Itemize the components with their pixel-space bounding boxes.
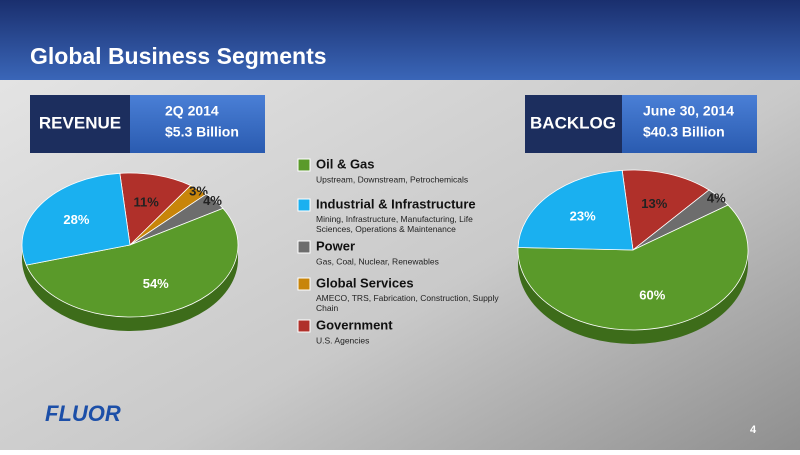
pie-slice — [517, 169, 634, 251]
amount: $5.3 Billion — [165, 124, 239, 140]
legend-description: Mining, Infrastructure, Manufacturing, L… — [316, 214, 473, 234]
pie-label: BACKLOG — [530, 113, 616, 132]
pie-slice — [119, 172, 192, 246]
label-box — [30, 95, 130, 153]
legend-swatch — [297, 277, 311, 291]
data-label: 4% — [707, 190, 726, 205]
legend-swatch — [297, 319, 311, 333]
data-label: 54% — [143, 276, 169, 291]
title: Global Business Segments — [30, 43, 327, 69]
pie-side — [518, 250, 748, 344]
value-box — [130, 95, 265, 153]
label-box — [525, 95, 622, 153]
period: 2Q 2014 — [165, 103, 219, 119]
data-label: 60% — [639, 288, 665, 303]
legend-name: Government — [316, 317, 393, 332]
value-box — [622, 95, 757, 153]
data-label: 11% — [133, 195, 159, 210]
data-label: 4% — [203, 193, 222, 208]
pie-slice — [621, 169, 710, 251]
legend-description: AMECO, TRS, Fabrication, Construction, S… — [316, 293, 499, 313]
pie-slice — [21, 172, 131, 266]
amount: $40.3 Billion — [643, 124, 725, 140]
data-label: 28% — [63, 212, 89, 227]
logo: FLUOR — [45, 401, 121, 426]
legend-name: Industrial & Infrastructure — [316, 196, 476, 211]
header-band — [0, 0, 800, 80]
legend-name: Oil & Gas — [316, 156, 375, 171]
data-label: 3% — [189, 183, 208, 198]
legend-swatch — [297, 198, 311, 212]
legend-name: Global Services — [316, 275, 414, 290]
pie-slice — [517, 204, 749, 331]
legend-description: U.S. Agencies — [316, 335, 369, 345]
legend-name: Power — [316, 238, 355, 253]
legend-swatch — [297, 158, 311, 172]
pie-side — [22, 245, 238, 331]
pie-slice — [25, 207, 239, 318]
data-label: 13% — [641, 196, 667, 211]
legend-description: Upstream, Downstream, Petrochemicals — [316, 174, 468, 184]
page-number: 4 — [750, 424, 757, 436]
legend-swatch — [297, 240, 311, 254]
period: June 30, 2014 — [643, 103, 734, 119]
data-label: 23% — [570, 209, 596, 224]
pie-label: REVENUE — [39, 113, 121, 132]
legend-description: Gas, Coal, Nuclear, Renewables — [316, 256, 439, 266]
